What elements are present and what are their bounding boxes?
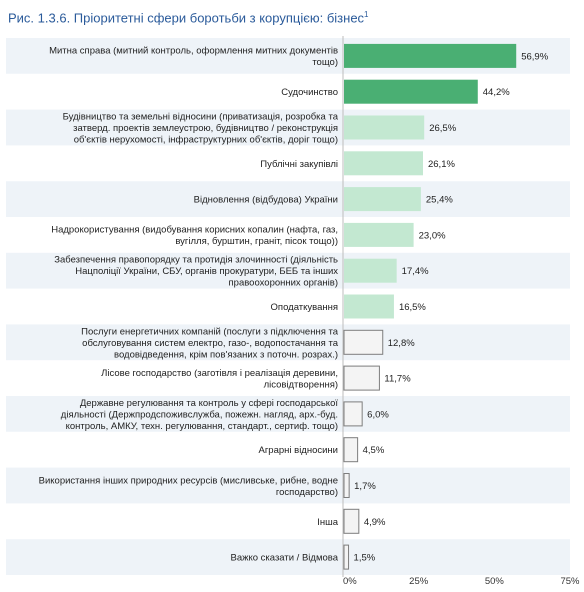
category-label: Судочинство	[281, 87, 338, 98]
bar	[343, 365, 380, 391]
value-label: 6,0%	[367, 409, 389, 420]
value-label: 1,5%	[354, 553, 376, 564]
category-label: Відновлення (відбудова) України	[194, 195, 338, 206]
category-label: Забезпечення правопорядку та протидія зл…	[54, 255, 338, 266]
value-label: 56,9%	[521, 51, 548, 62]
row-band	[6, 324, 570, 361]
row-band	[6, 109, 570, 146]
category-label: правоохоронних органів)	[229, 278, 338, 289]
bar	[343, 329, 384, 355]
bar	[344, 79, 478, 104]
value-label: 4,9%	[364, 517, 386, 528]
value-label: 12,8%	[388, 338, 415, 349]
category-label: лісовідтворення)	[264, 379, 338, 390]
category-label: Надрокористування (видобування корисних …	[51, 225, 338, 236]
value-label: 1,7%	[354, 481, 376, 492]
category-label: Інша	[317, 517, 339, 528]
bar	[344, 258, 397, 283]
category-label: Використання інших природних ресурсів (м…	[39, 475, 338, 486]
bar	[343, 401, 363, 427]
value-label: 4,5%	[363, 445, 385, 456]
category-label: Публічні закупівлі	[260, 159, 338, 170]
category-label: об'єктів нерухомості, інфраструктурних о…	[74, 135, 338, 146]
category-label: затверд. проектів землеустрою, будівницт…	[73, 123, 338, 134]
x-tick-label: 75%	[560, 576, 580, 587]
x-tick-label: 50%	[485, 576, 505, 587]
x-tick-label: 0%	[343, 576, 357, 587]
title-text: Рис. 1.3.6. Пріоритетні сфери боротьби з…	[8, 10, 365, 26]
category-label: Нацполіції України, СБУ, органів прокура…	[75, 266, 338, 277]
value-label: 26,5%	[429, 123, 456, 134]
category-label: господарство)	[276, 487, 338, 498]
x-tick-label: 25%	[409, 576, 429, 587]
bar	[344, 222, 414, 247]
category-label: Лісове господарство (заготівля і реаліза…	[101, 368, 338, 379]
bar	[343, 544, 350, 570]
category-label: Державне регулювання та контроль у сфері…	[80, 398, 339, 409]
category-label: тощо)	[312, 57, 338, 68]
category-label: діяльності (Держпродспоживслужба, пожежн…	[61, 409, 338, 420]
bar	[343, 437, 359, 463]
category-label: Оподаткування	[271, 302, 338, 313]
row-band	[6, 467, 570, 504]
value-label: 16,5%	[399, 302, 426, 313]
footnote-mark: 1	[364, 10, 369, 19]
row-band	[6, 539, 570, 575]
category-label: Будівництво та земельні відносини (прива…	[63, 112, 339, 123]
row-band	[6, 396, 570, 432]
value-label: 44,2%	[483, 87, 510, 98]
page-title: Рис. 1.3.6. Пріоритетні сфери боротьби з…	[8, 10, 369, 25]
value-label: 26,1%	[428, 159, 455, 170]
value-label: 25,4%	[426, 195, 453, 206]
value-label: 23,0%	[419, 230, 446, 241]
bar	[344, 115, 425, 140]
category-label: Послуги енергетичних компаній (послуги з…	[81, 326, 339, 337]
category-label: Аграрні відносини	[259, 445, 339, 456]
category-label: вугілля, бурштин, граніт, пісок тощо))	[175, 236, 338, 247]
row-band	[6, 252, 570, 289]
row-band	[6, 181, 570, 217]
bar	[343, 508, 360, 534]
category-label: обслуговування систем електро, газо-, во…	[82, 338, 339, 349]
category-label: Митна справа (митний контроль, оформленн…	[49, 46, 338, 57]
bar	[344, 294, 394, 319]
bar	[343, 473, 350, 498]
value-label: 17,4%	[402, 266, 429, 277]
category-label: водовідведення, крім пов'язаних з поточн…	[114, 349, 338, 360]
bar	[344, 187, 421, 212]
category-label: контроль, АМКУ, техн. регулювання, станд…	[66, 421, 338, 432]
bar	[344, 151, 423, 176]
value-label: 11,7%	[384, 374, 411, 385]
category-label: Важко сказати / Відмова	[231, 553, 339, 564]
bar	[344, 43, 517, 68]
